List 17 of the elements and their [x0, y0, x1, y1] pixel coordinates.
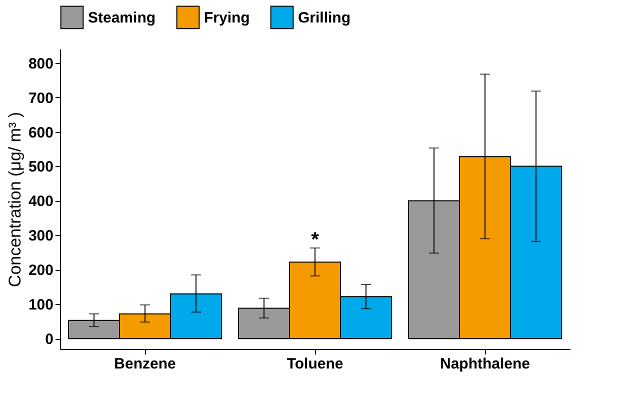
legend-label: Steaming: [88, 9, 156, 26]
y-tick-label: 200: [28, 262, 54, 280]
y-tick-label: 0: [45, 331, 54, 348]
y-axis-title: Concentration (μg/ m³ ): [5, 112, 24, 288]
legend-label: Grilling: [298, 9, 350, 26]
y-tick-label: 100: [28, 296, 54, 314]
legend-label: Frying: [204, 9, 250, 26]
x-tick-label: Benzene: [114, 356, 176, 372]
annotation: *: [311, 228, 320, 251]
y-tick-label: 400: [28, 193, 54, 210]
x-tick-label: Toluene: [286, 356, 344, 372]
y-tick-label: 800: [28, 55, 54, 72]
x-tick-label: Naphthalene: [440, 356, 530, 372]
y-tick-label: 600: [28, 124, 54, 142]
y-tick-label: 700: [28, 90, 54, 107]
y-tick-label: 500: [28, 158, 54, 176]
y-tick-label: 300: [28, 228, 54, 245]
